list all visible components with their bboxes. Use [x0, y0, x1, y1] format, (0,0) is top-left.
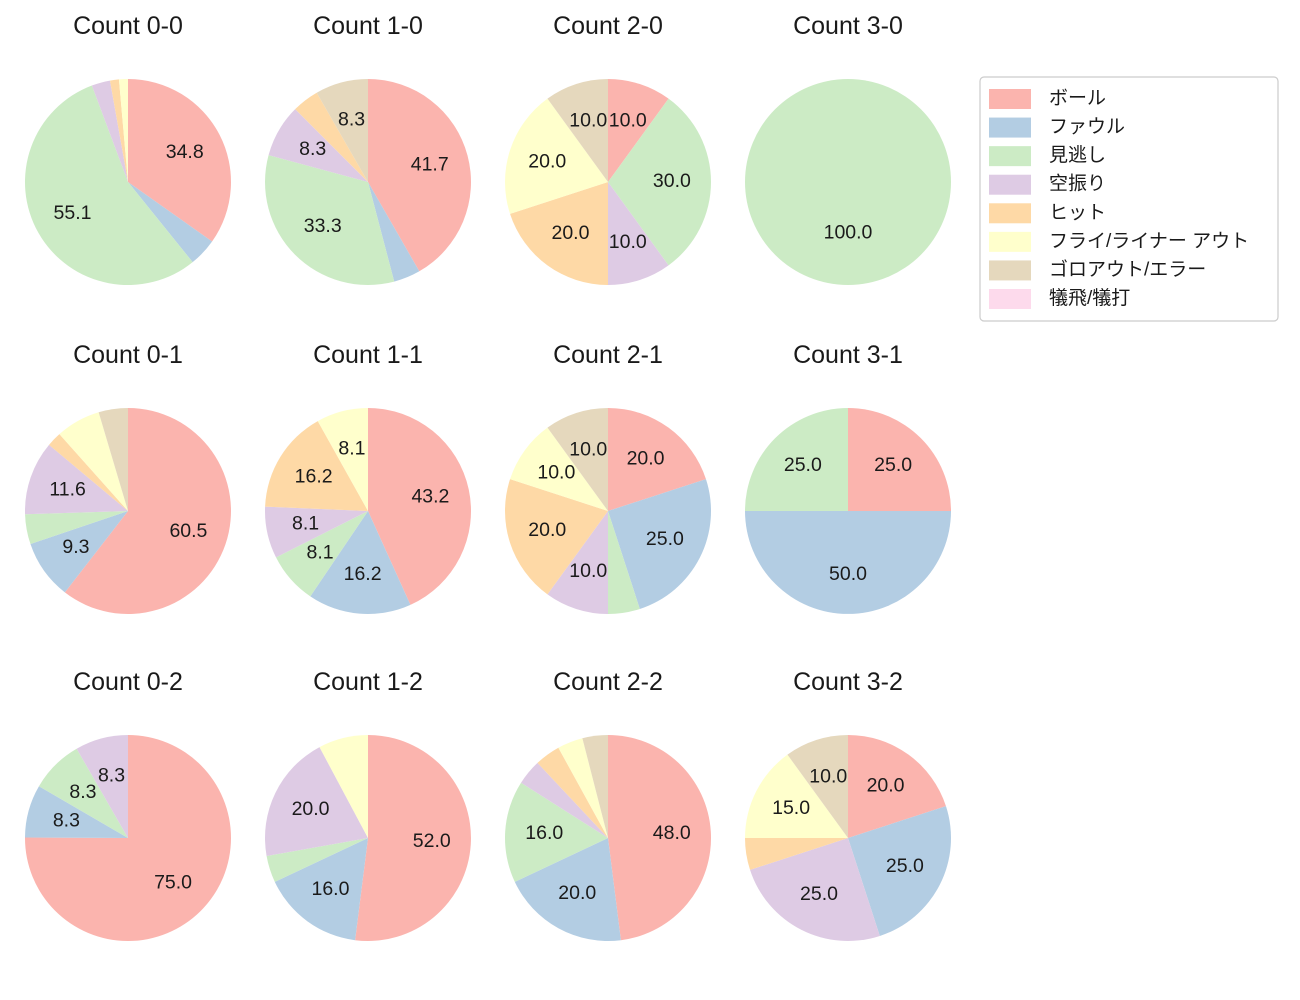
svg-text:Count 0-1: Count 0-1: [73, 341, 183, 369]
svg-text:10.0: 10.0: [569, 438, 607, 460]
svg-text:33.3: 33.3: [304, 215, 342, 237]
svg-text:Count 1-0: Count 1-0: [313, 12, 423, 40]
svg-text:8.3: 8.3: [338, 108, 365, 130]
svg-text:フライ/ライナー アウト: フライ/ライナー アウト: [1049, 231, 1249, 252]
svg-text:48.0: 48.0: [653, 822, 691, 844]
svg-text:20.0: 20.0: [551, 222, 589, 244]
svg-text:50.0: 50.0: [829, 563, 867, 585]
svg-text:空振り: 空振り: [1049, 173, 1106, 195]
svg-text:25.0: 25.0: [646, 528, 684, 550]
svg-text:10.0: 10.0: [569, 560, 607, 582]
svg-text:20.0: 20.0: [528, 519, 566, 541]
svg-text:ヒット: ヒット: [1049, 202, 1106, 223]
svg-text:見逃し: 見逃し: [1049, 144, 1106, 166]
svg-text:8.1: 8.1: [292, 513, 319, 535]
svg-text:10.0: 10.0: [537, 462, 575, 484]
svg-text:30.0: 30.0: [653, 170, 691, 192]
svg-text:Count 3-1: Count 3-1: [793, 341, 903, 369]
svg-text:ゴロアウト/エラー: ゴロアウト/エラー: [1049, 258, 1206, 280]
svg-text:100.0: 100.0: [824, 222, 873, 244]
svg-text:16.0: 16.0: [525, 822, 563, 844]
svg-text:20.0: 20.0: [867, 774, 905, 796]
svg-text:25.0: 25.0: [800, 883, 838, 905]
svg-text:34.8: 34.8: [166, 141, 204, 163]
svg-text:Count 0-2: Count 0-2: [73, 668, 183, 696]
svg-text:20.0: 20.0: [528, 150, 566, 172]
svg-text:25.0: 25.0: [886, 855, 924, 877]
svg-text:10.0: 10.0: [809, 765, 847, 787]
svg-text:犠飛/犠打: 犠飛/犠打: [1049, 287, 1130, 309]
svg-text:8.1: 8.1: [338, 437, 365, 459]
svg-text:9.3: 9.3: [62, 536, 89, 558]
svg-text:ボール: ボール: [1049, 87, 1106, 109]
svg-text:43.2: 43.2: [411, 486, 449, 508]
svg-text:52.0: 52.0: [413, 830, 451, 852]
svg-text:16.2: 16.2: [344, 563, 382, 585]
svg-text:20.0: 20.0: [292, 798, 330, 820]
svg-text:Count 2-1: Count 2-1: [553, 341, 663, 369]
svg-text:16.0: 16.0: [311, 878, 349, 900]
svg-text:15.0: 15.0: [772, 797, 810, 819]
svg-text:10.0: 10.0: [609, 231, 647, 253]
svg-text:8.3: 8.3: [98, 764, 125, 786]
svg-text:10.0: 10.0: [609, 109, 647, 131]
svg-text:ファウル: ファウル: [1049, 117, 1125, 138]
svg-text:25.0: 25.0: [784, 454, 822, 476]
svg-text:10.0: 10.0: [569, 109, 607, 131]
svg-text:16.2: 16.2: [295, 466, 333, 488]
svg-text:8.3: 8.3: [299, 138, 326, 160]
svg-text:20.0: 20.0: [627, 447, 665, 469]
svg-text:11.6: 11.6: [49, 478, 86, 500]
svg-text:55.1: 55.1: [54, 202, 92, 224]
svg-text:Count 2-0: Count 2-0: [553, 12, 663, 40]
svg-text:Count 2-2: Count 2-2: [553, 668, 663, 696]
svg-text:60.5: 60.5: [169, 520, 207, 542]
svg-text:8.3: 8.3: [53, 809, 80, 831]
svg-text:25.0: 25.0: [874, 454, 912, 476]
svg-text:Count 0-0: Count 0-0: [73, 12, 183, 40]
svg-text:Count 3-2: Count 3-2: [793, 668, 903, 696]
svg-text:20.0: 20.0: [558, 882, 596, 904]
svg-text:Count 1-1: Count 1-1: [313, 341, 423, 369]
svg-text:75.0: 75.0: [154, 871, 192, 893]
svg-text:Count 3-0: Count 3-0: [793, 12, 903, 40]
svg-text:41.7: 41.7: [411, 154, 449, 176]
svg-text:Count 1-2: Count 1-2: [313, 668, 423, 696]
svg-text:8.1: 8.1: [307, 541, 334, 563]
svg-text:8.3: 8.3: [69, 781, 96, 803]
